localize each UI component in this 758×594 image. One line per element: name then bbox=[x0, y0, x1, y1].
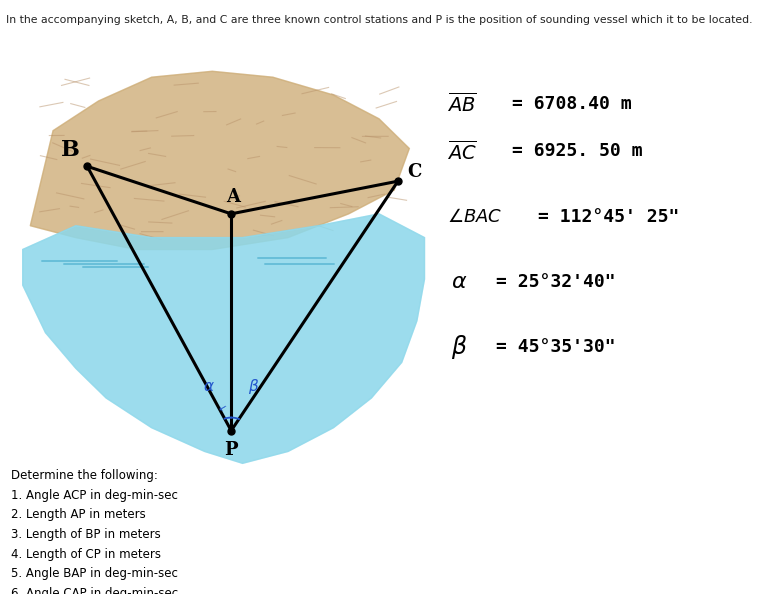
Text: 1. Angle ACP in deg-min-sec: 1. Angle ACP in deg-min-sec bbox=[11, 489, 177, 502]
Text: = 6708.40 m: = 6708.40 m bbox=[512, 95, 631, 113]
Text: $\beta$: $\beta$ bbox=[249, 377, 259, 396]
Text: = 112°45' 25": = 112°45' 25" bbox=[538, 208, 680, 226]
Text: B: B bbox=[61, 138, 80, 161]
Polygon shape bbox=[30, 71, 409, 249]
Text: = 6925. 50 m: = 6925. 50 m bbox=[512, 143, 642, 160]
Text: $\beta$: $\beta$ bbox=[451, 333, 468, 362]
Text: Determine the following:: Determine the following: bbox=[11, 469, 158, 482]
Text: 6. Angle CAP in deg-min-sec: 6. Angle CAP in deg-min-sec bbox=[11, 587, 177, 594]
Text: $\angle BAC$: $\angle BAC$ bbox=[447, 208, 503, 226]
Polygon shape bbox=[23, 214, 424, 463]
Polygon shape bbox=[23, 214, 424, 463]
Text: C: C bbox=[408, 163, 421, 181]
Polygon shape bbox=[30, 71, 409, 249]
Text: 4. Length of CP in meters: 4. Length of CP in meters bbox=[11, 548, 161, 561]
Text: $\overline{AC}$: $\overline{AC}$ bbox=[447, 140, 478, 163]
Text: = 25°32'40": = 25°32'40" bbox=[496, 273, 616, 291]
Text: 5. Angle BAP in deg-min-sec: 5. Angle BAP in deg-min-sec bbox=[11, 567, 177, 580]
Text: 2. Length AP in meters: 2. Length AP in meters bbox=[11, 508, 146, 522]
Text: 3. Length of BP in meters: 3. Length of BP in meters bbox=[11, 528, 161, 541]
Text: In the accompanying sketch, A, B, and C are three known control stations and P i: In the accompanying sketch, A, B, and C … bbox=[6, 15, 752, 25]
Text: $\alpha$: $\alpha$ bbox=[202, 378, 215, 394]
Text: $\alpha$: $\alpha$ bbox=[451, 272, 468, 292]
Text: = 45°35'30": = 45°35'30" bbox=[496, 339, 616, 356]
Text: ←: ← bbox=[218, 402, 230, 415]
Text: A: A bbox=[227, 188, 240, 206]
Text: P: P bbox=[224, 441, 238, 459]
Text: $\overline{AB}$: $\overline{AB}$ bbox=[447, 92, 477, 116]
